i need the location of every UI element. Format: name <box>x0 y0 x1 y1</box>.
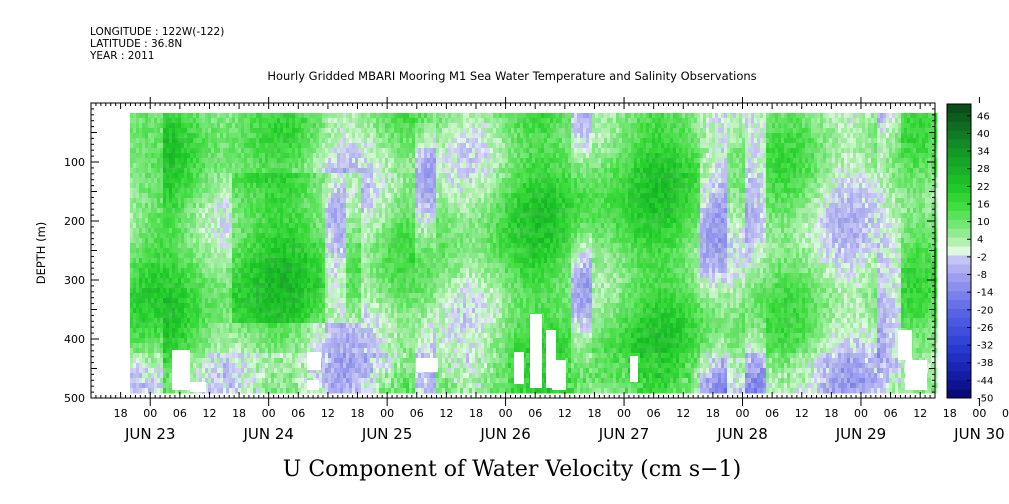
heatmap-cell <box>286 388 290 394</box>
heatmap-cell <box>334 388 338 394</box>
heatmap-cell <box>358 388 362 394</box>
heatmap-cell <box>157 388 161 394</box>
heatmap-cell <box>373 388 377 394</box>
heatmap-cell <box>310 388 314 394</box>
heatmap-cell <box>235 388 239 394</box>
heatmap-cell <box>352 388 356 394</box>
heatmap-cell <box>223 388 227 394</box>
heatmap-cell <box>367 388 371 394</box>
heatmap-cell <box>232 388 236 394</box>
heatmap-cell <box>175 388 179 394</box>
heatmap-cell <box>319 388 323 394</box>
heatmap-cell <box>208 388 212 394</box>
longitude-label: LONGITUDE : 122W(-122) <box>90 26 224 38</box>
heatmap-cell <box>262 388 266 394</box>
heatmap-cell <box>172 388 176 394</box>
heatmap-cell <box>376 388 380 394</box>
plot-area <box>90 102 938 399</box>
heatmap-cell <box>241 388 245 394</box>
heatmap-cell <box>151 388 155 394</box>
heatmap-cell <box>355 388 359 394</box>
heatmap-cell <box>379 388 383 394</box>
heatmap-cell <box>184 388 188 394</box>
heatmap-cell <box>325 388 329 394</box>
heatmap-cell <box>211 388 215 394</box>
heatmap-cell <box>142 388 146 394</box>
heatmap-cell <box>391 388 395 394</box>
heatmap-cell <box>385 388 389 394</box>
heatmap-cell <box>313 388 317 394</box>
heatmap-cell <box>298 388 302 394</box>
heatmap-cell <box>295 388 299 394</box>
heatmap-cell <box>169 388 173 394</box>
year-label: YEAR : 2011 <box>89 50 154 62</box>
heatmap-cell <box>160 388 164 394</box>
heatmap-cell <box>187 388 191 394</box>
heatmap-cell <box>289 388 293 394</box>
heatmap-cell <box>238 388 242 394</box>
heatmap-cell <box>178 388 182 394</box>
heatmap-cell <box>250 388 254 394</box>
heatmap-cell <box>283 388 287 394</box>
heatmap-cell <box>331 388 335 394</box>
heatmap-cell <box>328 388 332 394</box>
heatmap-cell <box>226 388 230 394</box>
heatmap-cell <box>388 388 392 394</box>
heatmap-cell <box>130 388 134 394</box>
heatmap-cell <box>370 388 374 394</box>
heatmap-cell <box>139 388 143 394</box>
heatmap-cell <box>205 388 209 394</box>
heatmap-cell <box>343 388 347 394</box>
heatmap-cell <box>229 388 233 394</box>
heatmap-cell <box>304 388 308 394</box>
heatmap-cell <box>166 388 170 394</box>
heatmap-cell <box>316 388 320 394</box>
heatmap-cell <box>259 388 263 394</box>
heatmap-cell <box>214 388 218 394</box>
heatmap-cell <box>301 388 305 394</box>
heatmap-cell <box>181 388 185 394</box>
heatmap-cell <box>253 388 257 394</box>
heatmap-cell <box>271 388 275 394</box>
heatmap-cell <box>163 388 167 394</box>
heatmap-cell <box>145 388 149 394</box>
heatmap-cell <box>133 388 137 394</box>
heatmap-cell <box>361 388 365 394</box>
heatmap-cell <box>154 388 158 394</box>
heatmap-cell <box>364 388 368 394</box>
heatmap-cell <box>217 388 221 394</box>
heatmap-cell <box>247 388 251 394</box>
heatmap-cell <box>256 388 260 394</box>
latitude-label: LATITUDE : 36.8N <box>90 38 182 50</box>
heatmap-cell <box>268 388 272 394</box>
heatmap-cell <box>337 388 341 394</box>
heatmap-cell <box>220 388 224 394</box>
heatmap-cell <box>349 388 353 394</box>
heatmap-cell <box>244 388 248 394</box>
heatmap-cell <box>382 388 386 394</box>
heatmap-cell <box>148 388 152 394</box>
heatmap-cell <box>394 388 398 394</box>
heatmap-cell <box>340 388 344 394</box>
heatmap-cell <box>136 388 140 394</box>
heatmap-cell <box>277 388 281 394</box>
heatmap-cell <box>322 388 326 394</box>
heatmap-cell <box>265 388 269 394</box>
heatmap-cell <box>280 388 284 394</box>
chart-title: Hourly Gridded MBARI Mooring M1 Sea Wate… <box>267 69 756 83</box>
heatmap-cell <box>292 388 296 394</box>
heatmap-cell <box>307 388 311 394</box>
heatmap-cell <box>346 388 350 394</box>
heatmap-cell <box>274 388 278 394</box>
